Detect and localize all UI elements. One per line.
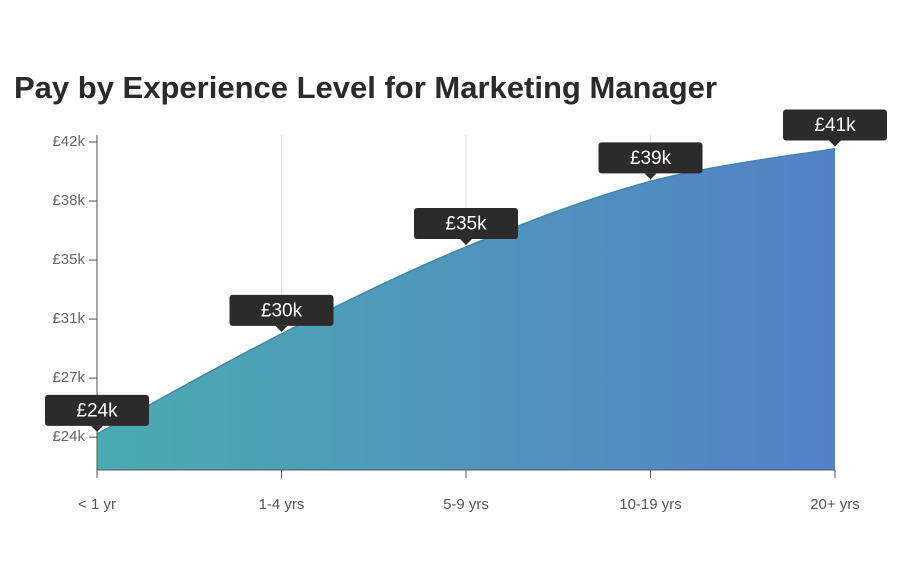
value-label: £30k <box>261 300 303 321</box>
value-label-box <box>229 294 334 326</box>
value-label-pointer <box>644 173 657 180</box>
value-label-pointer <box>460 238 472 245</box>
x-tick-label: < 1 yr <box>78 496 116 513</box>
y-tick-label: £35k <box>52 251 85 268</box>
value-label: £39k <box>630 148 672 169</box>
value-label-box <box>783 109 887 141</box>
area <box>97 148 835 470</box>
y-tick-label: £24k <box>52 428 85 445</box>
value-label-box <box>45 394 149 426</box>
y-tick-label: £38k <box>52 192 85 209</box>
chart-title: Pay by Experience Level for Marketing Ma… <box>14 70 717 105</box>
value-label: £24k <box>76 400 118 421</box>
x-tick-label: 5-9 yrs <box>443 496 489 513</box>
value-label-box <box>598 142 703 174</box>
y-tick-label: £31k <box>52 310 85 327</box>
y-tick-label: £27k <box>52 369 85 386</box>
value-label-pointer <box>829 140 841 147</box>
y-tick-label: £42k <box>52 133 85 150</box>
x-tick-label: 1-4 yrs <box>259 496 305 513</box>
value-label-pointer <box>275 325 288 332</box>
value-label: £35k <box>445 213 487 234</box>
value-label-pointer <box>91 425 103 432</box>
value-label-box <box>414 207 518 239</box>
x-tick-label: 20+ yrs <box>810 496 860 513</box>
x-tick-label: 10-19 yrs <box>619 496 682 513</box>
value-label: £41k <box>814 115 856 136</box>
line <box>96 147 836 435</box>
